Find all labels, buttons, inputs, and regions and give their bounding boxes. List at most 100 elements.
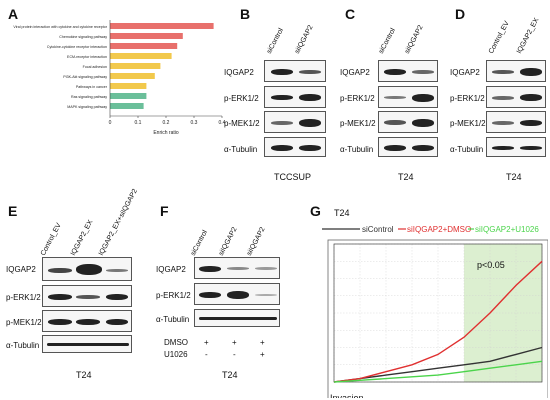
panel-b-col-2: siIQGAP2	[293, 24, 315, 55]
panel-e-col-3: IQGAP2_EX+siIQGAP2	[97, 187, 139, 257]
panel-e-cell-line: T24	[76, 370, 92, 380]
panel-b-blot-pmek	[264, 111, 326, 133]
panel-b-row-2: p-ERK1/2	[224, 94, 259, 103]
panel-g-cell-line: T24	[334, 208, 350, 218]
panel-d-blot-pmek	[486, 111, 546, 133]
category-label: MAPK signaling pathway	[67, 105, 107, 109]
x-tick-label: 0.3	[191, 120, 198, 126]
panel-letter-d: D	[455, 6, 466, 22]
panel-c-blot-tubulin	[378, 137, 438, 157]
bar	[110, 103, 144, 109]
panel-e-col-2: IQGAP2_EX	[69, 219, 95, 257]
panel-b-cell-line: TCCSUP	[274, 172, 312, 182]
panel-d-row-2: p-ERK1/2	[450, 94, 485, 103]
panel-c-row-2: p-ERK1/2	[340, 94, 375, 103]
plot-area	[333, 243, 543, 383]
panel-b-blot-tubulin	[264, 137, 326, 157]
panel-b-blot-perk	[264, 86, 326, 108]
panel-c-cell-line: T24	[398, 172, 414, 182]
legend-entry: siIQGAP2+U1026	[475, 225, 539, 234]
panel-e-blot-tubulin	[42, 335, 132, 353]
panel-f-blot-perk	[194, 283, 280, 305]
panel-f-row-3: α-Tubulin	[156, 315, 190, 324]
category-label: Pathways in cancer	[76, 85, 108, 89]
x-tick-label: 0.2	[163, 120, 170, 126]
panel-letter-a: A	[8, 6, 19, 22]
series-line	[333, 346, 543, 383]
bar	[110, 83, 147, 89]
panel-f-col-2: siIQGAP2	[217, 226, 239, 257]
panel-f-row-1: IQGAP2	[156, 265, 186, 274]
panel-d-row-3: p-MEK1/2	[450, 119, 486, 128]
panel-f-row-2: p-ERK1/2	[156, 291, 191, 300]
panel-e-blot-pmek	[42, 310, 132, 332]
panel-f-treatment-1-lane-2: +	[232, 338, 237, 347]
panel-c-col-2: siIQGAP2	[403, 24, 425, 55]
panel-letter-f: F	[160, 203, 169, 219]
panel-d-blot-iqgap2	[486, 60, 546, 82]
x-tick-label: 0.4	[219, 120, 226, 126]
legend-entry: siControl	[362, 225, 394, 234]
panel-d-blot-perk	[486, 86, 546, 108]
panel-b-blot-iqgap2	[264, 60, 326, 82]
bar	[110, 93, 147, 99]
panel-e-blot-iqgap2	[42, 257, 132, 281]
x-tick-label: 0.1	[135, 120, 142, 126]
significance-annotation: p<0.05	[477, 260, 505, 270]
panel-e-row-3: p-MEK1/2	[6, 318, 42, 327]
panel-f-col-1: siControl	[189, 229, 209, 257]
bar	[110, 73, 155, 79]
enrichment-bar-chart: Viral protein interaction with cytokine …	[13, 20, 226, 136]
series-line	[333, 360, 543, 383]
panel-c-row-4: α-Tubulin	[340, 145, 374, 154]
panel-letter-b: B	[240, 6, 251, 22]
panel-d-cell-line: T24	[506, 172, 522, 182]
bar	[110, 23, 214, 29]
panel-letter-e: E	[8, 203, 18, 219]
panel-f-blot-tubulin	[194, 309, 280, 327]
panel-f-treatment-1-lane-1: +	[204, 338, 209, 347]
panel-c-row-1: IQGAP2	[340, 68, 370, 77]
legend-entry: siIQGAP2+DMSO	[407, 225, 471, 234]
panel-e-col-1: Control_EV	[39, 222, 63, 257]
panel-letter-g: G	[310, 203, 321, 219]
panel-b-col-1: siControl	[265, 27, 285, 55]
panel-d-row-1: IQGAP2	[450, 68, 480, 77]
panel-f-treatment-1-name: DMSO	[164, 338, 188, 347]
panel-c-col-1: siControl	[377, 27, 397, 55]
panel-b-row-1: IQGAP2	[224, 68, 254, 77]
category-label: Chemokine signaling pathway	[59, 35, 107, 39]
panel-d-col-1: Control_EV	[487, 20, 511, 55]
panel-f-treatment-1-lane-3: +	[260, 338, 265, 347]
series-line	[333, 260, 543, 383]
panel-letter-c: C	[345, 6, 356, 22]
x-tick-label: 0	[109, 120, 112, 126]
category-label: Focal adhesion	[83, 65, 107, 69]
category-label: Viral protein interaction with cytokine …	[13, 25, 107, 29]
panel-f-col-3: siIQGAP2	[245, 226, 267, 257]
category-label: PI3K-Akt signaling pathway	[63, 75, 107, 79]
invasion-growth-chart: siControl siIQGAP2+DMSO siIQGAP2+U1026 p<0.…	[322, 225, 548, 398]
panel-e-blot-perk	[42, 285, 132, 307]
panel-b-row-4: α-Tubulin	[224, 145, 258, 154]
panel-c-blot-pmek	[378, 111, 438, 133]
bar	[110, 63, 161, 69]
bar	[110, 43, 178, 49]
panel-c-blot-iqgap2	[378, 60, 438, 82]
panel-e-row-1: IQGAP2	[6, 265, 36, 274]
panel-e-row-2: p-ERK1/2	[6, 293, 41, 302]
panel-d-row-4: α-Tubulin	[450, 145, 484, 154]
bar	[110, 33, 183, 39]
invasion-label: Invasion	[330, 393, 364, 398]
category-label: Ras signaling pathway	[71, 95, 107, 99]
panel-c-row-3: p-MEK1/2	[340, 119, 376, 128]
panel-d-col-2: IQGAP2_EX	[515, 17, 541, 56]
panel-b-row-3: p-MEK1/2	[224, 119, 260, 128]
panel-f-treatment-2-lane-2: -	[233, 350, 236, 359]
category-label: ECM-receptor interaction	[67, 55, 107, 59]
panel-f-treatment-2-name: U1026	[164, 350, 188, 359]
panel-c-blot-perk	[378, 86, 438, 108]
panel-e-row-4: α-Tubulin	[6, 341, 40, 350]
panel-f-treatment-2-lane-1: -	[205, 350, 208, 359]
category-label: Cytokine-cytokine receptor interaction	[47, 45, 107, 49]
